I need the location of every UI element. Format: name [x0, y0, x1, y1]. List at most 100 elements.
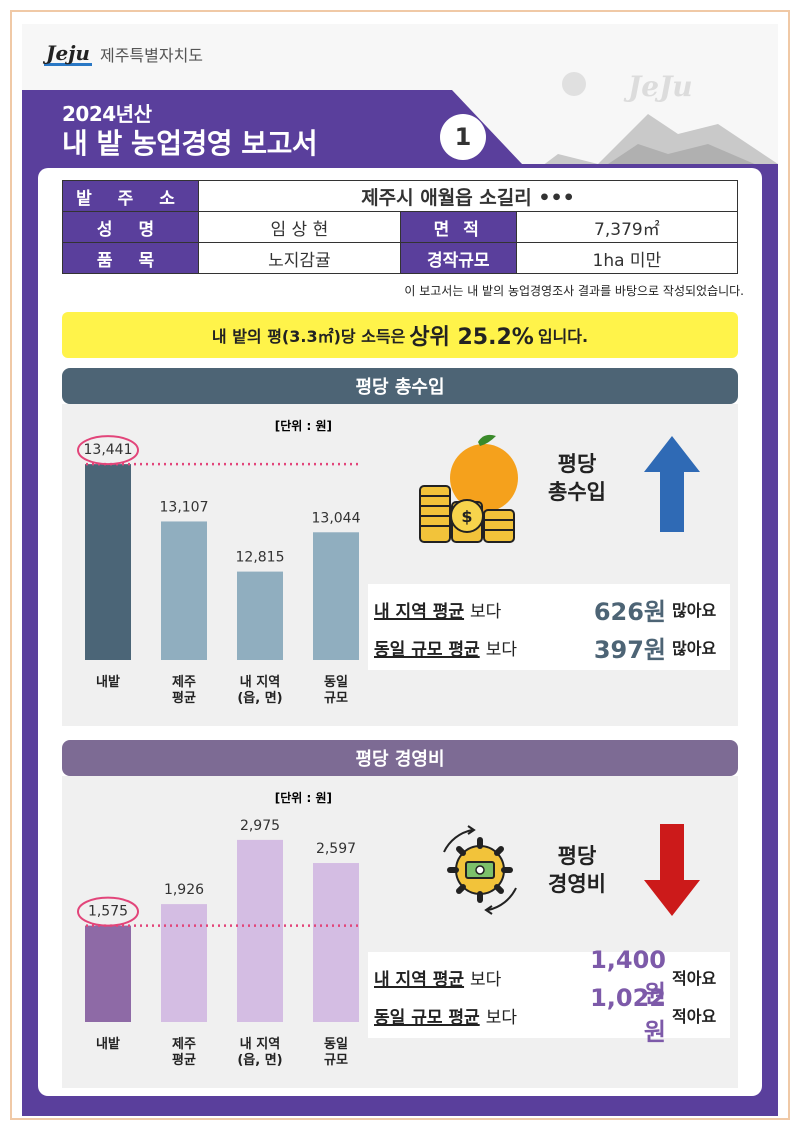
comparison-conj: 보다 [485, 1007, 517, 1028]
money-gear-icon [443, 825, 517, 915]
brand: Jeju 제주특별자치도 [44, 42, 203, 66]
comparison-value: 397원 [593, 635, 666, 664]
chart-bar [85, 925, 131, 1022]
cost-right-title-line2: 경영비 [548, 872, 606, 896]
rank-value: 상위 25.2% [409, 325, 534, 350]
rank-suffix: 입니다. [537, 327, 589, 346]
bar-value-label: 2,975 [240, 818, 280, 834]
comparison-tail: 적아요 [672, 969, 717, 988]
svg-text:$: $ [461, 507, 472, 526]
revenue-comparison-box: 내 지역 평균 보다 626원 많아요 동일 규모 평균 보다 397원 많아요 [368, 584, 730, 670]
coins-orange-icon: $ [419, 434, 518, 543]
bar-value-label: 12,815 [236, 550, 285, 566]
comparison-value: 1,400원 [590, 945, 666, 1008]
revenue-section-title: 평당 총수입 [62, 368, 738, 404]
revenue-right-title-line1: 평당 [557, 452, 597, 476]
cost-comparison-row: 동일 규모 평균 보다 1,022원 적아요 [374, 984, 724, 1046]
address-label: 밭 주 소 [62, 180, 199, 212]
title-band [22, 90, 522, 164]
bar-value-label: 2,597 [316, 841, 356, 857]
jeju-logo: Jeju [44, 40, 92, 66]
category-label: 평균 [172, 1052, 196, 1068]
highlight-ellipse [77, 896, 139, 927]
org-name: 제주특별자치도 [99, 46, 204, 65]
revenue-section: [단위 : 원] 13,441 내밭 13,107 제주 평균 12,815 내 지역 (읍, … [62, 404, 738, 726]
category-label: 동일 [324, 1037, 348, 1052]
revenue-comparison-row: 동일 규모 평균 보다 397원 많아요 [374, 630, 724, 664]
revenue-right-title-line2: 총수입 [548, 480, 606, 504]
chart-bar [237, 571, 283, 660]
chart-bar [237, 839, 283, 1022]
category-label: 내 지역 [240, 1036, 280, 1052]
cost-right-title: 평당 경영비 [548, 842, 606, 898]
category-label: 내밭 [96, 674, 120, 690]
revenue-comparison-row: 내 지역 평균 보다 626원 많아요 [374, 592, 724, 626]
comparison-value: 1,022원 [590, 983, 666, 1046]
highlight-ellipse [77, 435, 139, 466]
comparison-conj: 보다 [470, 969, 502, 990]
cost-comparison-box: 내 지역 평균 보다 1,400원 적아요 동일 규모 평균 보다 1,022원… [368, 946, 730, 1046]
cost-right-title-line1: 평당 [557, 844, 597, 868]
comparison-label: 내 지역 평균 [374, 601, 465, 622]
cost-comparison-row: 내 지역 평균 보다 1,400원 적아요 [374, 946, 724, 1008]
page-number-badge: 1 [440, 114, 486, 160]
report-page: Jeju 제주특별자치도 JeJu 2024년산 내 밭 농업경영 보고서 1 … [22, 24, 778, 1116]
chart-bar [161, 904, 207, 1022]
category-label: 제주 [172, 1037, 196, 1052]
bar-value-label: 1,575 [88, 904, 128, 920]
name-label: 성 명 [62, 211, 199, 243]
rank-prefix: 내 밭의 평(3.3㎡)당 소득은 [211, 327, 406, 346]
bar-value-label: 1,926 [164, 882, 204, 898]
comparison-conj: 보다 [485, 639, 517, 660]
category-label: 평균 [172, 690, 196, 706]
comparison-tail: 많아요 [672, 601, 717, 620]
arrow-down-icon [644, 824, 700, 916]
chart-bar [313, 863, 359, 1022]
comparison-tail: 많아요 [672, 639, 717, 658]
scale-label: 경작규모 [399, 242, 517, 274]
comparison-conj: 보다 [470, 601, 502, 622]
name-value: 임 상 현 [198, 211, 401, 243]
chart-bar [161, 521, 207, 660]
report-note: 이 보고서는 내 밭의 농업경영조사 결과를 바탕으로 작성되었습니다. [404, 284, 744, 298]
arrow-up-icon [644, 436, 700, 532]
jeju-art-text: JeJu [623, 70, 693, 103]
category-label: 규모 [324, 1053, 348, 1068]
category-label: 내 지역 [240, 674, 280, 690]
comparison-label: 내 지역 평균 [374, 969, 465, 990]
report-year: 2024년산 [62, 102, 152, 126]
scale-value: 1ha 미만 [515, 242, 739, 274]
revenue-right-title: 평당 총수입 [548, 450, 606, 506]
report-panel-inner: 밭 주 소 제주시 애월읍 소길리 ••• 성 명 임 상 현 면 적 7,37… [38, 168, 762, 1096]
income-rank-banner: 내 밭의 평(3.3㎡)당 소득은 상위 25.2% 입니다. [62, 312, 738, 358]
report-title: 내 밭 농업경영 보고서 [62, 127, 318, 160]
bar-value-label: 13,107 [160, 499, 209, 515]
chart-unit-label: [단위 : 원] [275, 790, 332, 805]
cost-section-title: 평당 경영비 [62, 740, 738, 776]
bar-value-label: 13,044 [312, 510, 361, 526]
address-value: 제주시 애월읍 소길리 ••• [198, 180, 738, 212]
farm-info-table: 밭 주 소 제주시 애월읍 소길리 ••• 성 명 임 상 현 면 적 7,37… [62, 180, 739, 274]
category-label: 규모 [324, 691, 348, 706]
chart-unit-label: [단위 : 원] [275, 418, 332, 433]
category-label: 내밭 [96, 1036, 120, 1052]
category-label: (읍, 면) [237, 1052, 282, 1068]
comparison-tail: 적아요 [672, 1007, 717, 1026]
comparison-value: 626원 [593, 597, 666, 626]
crop-value: 노지감귤 [198, 242, 401, 274]
category-label: 제주 [172, 675, 196, 690]
report-panel: 밭 주 소 제주시 애월읍 소길리 ••• 성 명 임 상 현 면 적 7,37… [22, 164, 778, 1116]
area-label: 면 적 [399, 211, 517, 243]
category-label: (읍, 면) [237, 690, 282, 706]
comparison-label: 동일 규모 평균 [374, 1007, 480, 1028]
cost-section: [단위 : 원] 1,575 내밭 1,926 제주 평균 2,975 내 지역 (읍, 면) 2… [62, 776, 738, 1088]
comparison-label: 동일 규모 평균 [374, 639, 480, 660]
bar-value-label: 13,441 [84, 442, 133, 458]
chart-bar [85, 464, 131, 660]
category-label: 동일 [324, 675, 348, 690]
crop-label: 품 목 [62, 242, 199, 274]
area-value: 7,379㎡ [515, 211, 739, 243]
chart-bar [313, 532, 359, 660]
